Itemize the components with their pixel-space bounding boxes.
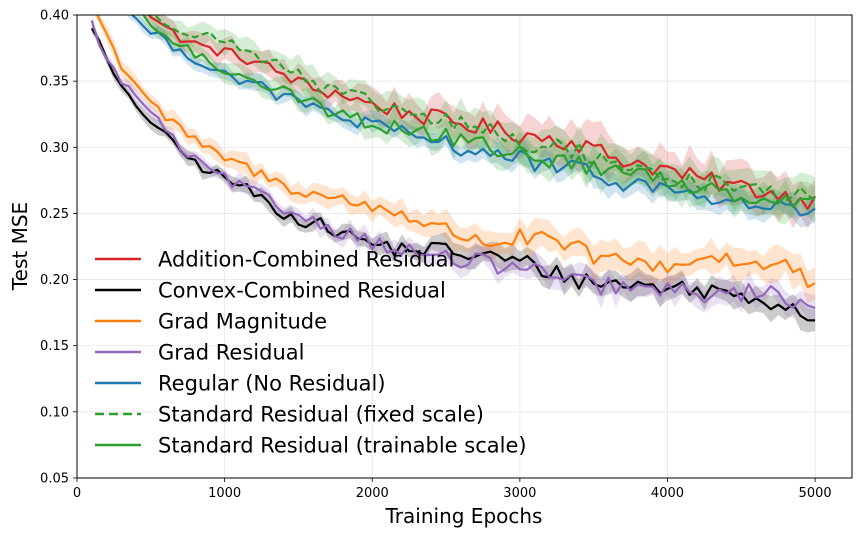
legend-label: Grad Residual — [158, 341, 304, 365]
x-axis-ticks: 0 1000 2000 3000 4000 5000 — [73, 478, 832, 501]
x-tick-label: 5000 — [799, 486, 832, 501]
y-axis-ticks: 0.05 0.10 0.15 0.20 0.25 0.30 0.35 0.40 — [40, 9, 77, 487]
y-tick-label: 0.35 — [40, 75, 69, 90]
legend-label: Standard Residual (fixed scale) — [158, 403, 484, 427]
x-tick-label: 1000 — [208, 486, 241, 501]
series-lines — [90, 15, 817, 322]
legend-label: Standard Residual (trainable scale) — [158, 434, 527, 458]
series-line — [142, 15, 816, 209]
x-tick-label: 4000 — [651, 486, 684, 501]
x-axis-label: Training Epochs — [385, 504, 543, 528]
confidence-band — [94, 15, 816, 304]
y-tick-label: 0.10 — [40, 405, 69, 420]
y-tick-label: 0.30 — [40, 141, 69, 156]
y-tick-label: 0.15 — [40, 339, 69, 354]
series-line — [147, 15, 817, 210]
x-tick-label: 3000 — [503, 486, 536, 501]
series-line — [96, 15, 816, 289]
series-line — [153, 15, 816, 204]
series-line — [90, 20, 816, 310]
series-line — [90, 27, 816, 322]
legend-label: Addition-Combined Residual — [158, 248, 454, 272]
legend-label: Grad Magnitude — [158, 310, 327, 334]
y-tick-label: 0.05 — [40, 472, 69, 487]
y-axis-label: Test MSE — [8, 202, 32, 291]
plot-frame — [76, 14, 853, 479]
series-line — [130, 15, 816, 217]
y-tick-label: 0.40 — [40, 9, 69, 24]
confidence-band — [91, 23, 816, 333]
x-tick-label: 0 — [73, 486, 81, 501]
confidence-band — [91, 15, 816, 321]
plot-background — [77, 15, 852, 478]
legend-label: Convex-Combined Residual — [158, 279, 446, 303]
legend-label: Regular (No Residual) — [158, 372, 386, 396]
y-tick-label: 0.25 — [40, 207, 69, 222]
confidence-band — [142, 15, 816, 230]
x-tick-label: 2000 — [356, 486, 389, 501]
legend: Addition-Combined Residual Convex-Combine… — [95, 248, 527, 458]
y-tick-label: 0.20 — [40, 273, 69, 288]
confidence-band — [126, 15, 816, 228]
